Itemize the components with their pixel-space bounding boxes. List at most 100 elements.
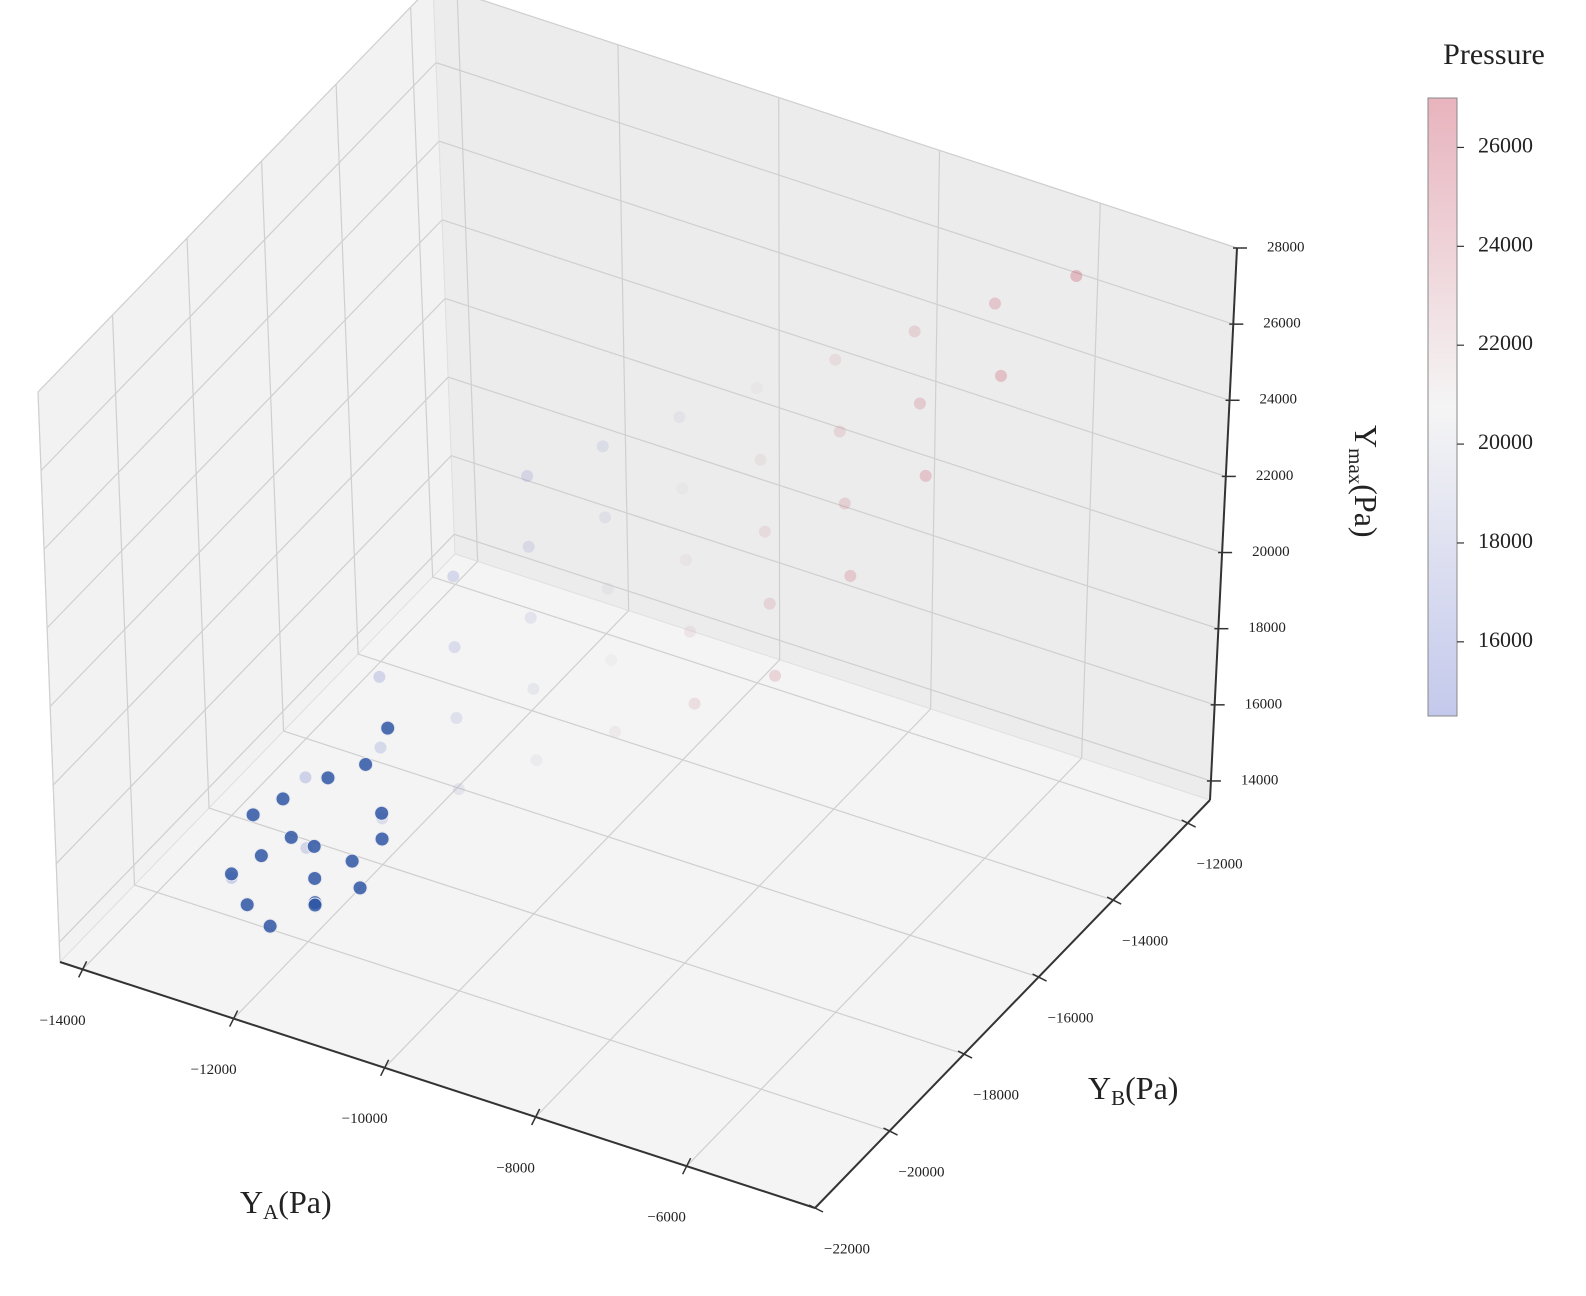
point bbox=[452, 783, 465, 796]
grid-line bbox=[454, 533, 1212, 782]
point bbox=[373, 670, 386, 683]
point bbox=[374, 741, 387, 754]
grid-line bbox=[535, 708, 932, 1118]
grid-line bbox=[438, 140, 1230, 401]
y-tick-label: −22000 bbox=[824, 1241, 870, 1257]
point bbox=[679, 553, 692, 566]
point bbox=[919, 469, 932, 482]
z-tick-label: 18000 bbox=[1248, 620, 1286, 636]
grid-line bbox=[58, 533, 455, 943]
grid-line bbox=[111, 314, 136, 886]
point bbox=[524, 611, 537, 624]
point bbox=[844, 569, 857, 582]
x-tick-label: −6000 bbox=[647, 1210, 685, 1226]
point bbox=[299, 771, 312, 784]
point bbox=[223, 866, 239, 882]
grid-line bbox=[283, 730, 1039, 978]
y-tick-label: −14000 bbox=[1122, 934, 1168, 950]
tick-mark bbox=[883, 1127, 898, 1136]
point bbox=[275, 791, 291, 807]
point bbox=[605, 654, 618, 667]
y-tick-label: −18000 bbox=[973, 1087, 1019, 1103]
point bbox=[688, 697, 701, 710]
grid-line bbox=[384, 659, 781, 1069]
point bbox=[913, 397, 926, 410]
grid-line bbox=[479, 0, 1238, 249]
point bbox=[344, 853, 360, 869]
point bbox=[763, 597, 776, 610]
point bbox=[245, 807, 261, 823]
grid-line bbox=[432, 576, 1188, 824]
z-tick-label: 28000 bbox=[1267, 239, 1305, 255]
point bbox=[530, 754, 543, 767]
colorbar-tick-label: 16000 bbox=[1478, 627, 1533, 652]
point bbox=[599, 511, 612, 524]
colorbar-tick-label: 18000 bbox=[1478, 528, 1533, 553]
grid-line bbox=[410, 7, 434, 578]
point bbox=[358, 756, 374, 772]
tick-mark bbox=[1181, 819, 1196, 828]
point bbox=[754, 453, 767, 466]
point bbox=[374, 805, 390, 821]
grid-line bbox=[55, 455, 452, 865]
point bbox=[676, 482, 689, 495]
point bbox=[596, 440, 609, 453]
grid-line bbox=[447, 376, 1219, 630]
grid-line bbox=[1081, 203, 1101, 759]
point bbox=[1070, 269, 1083, 282]
grid-line bbox=[82, 560, 479, 970]
z-tick-label: 20000 bbox=[1252, 544, 1290, 560]
x-tick-label: −10000 bbox=[342, 1111, 388, 1127]
point bbox=[601, 582, 614, 595]
grid-line bbox=[617, 44, 630, 611]
point bbox=[609, 725, 622, 738]
point bbox=[239, 897, 255, 913]
point bbox=[994, 369, 1007, 382]
grid-line bbox=[441, 219, 1227, 477]
point bbox=[306, 838, 322, 854]
tick-mark bbox=[1032, 973, 1047, 982]
point bbox=[253, 848, 269, 864]
y-tick-label: −20000 bbox=[899, 1164, 945, 1180]
grid-line bbox=[444, 297, 1223, 554]
y-tick-label: −12000 bbox=[1197, 857, 1243, 873]
point bbox=[307, 870, 323, 886]
point bbox=[908, 325, 921, 338]
grid-line bbox=[778, 97, 781, 660]
colorbar-title: Pressure bbox=[1443, 38, 1545, 71]
point bbox=[380, 720, 396, 736]
x-axis-label: YA(Pa) bbox=[240, 1184, 332, 1223]
x-axis-line bbox=[59, 961, 816, 1209]
z-tick-label: 24000 bbox=[1260, 392, 1298, 408]
grid-line bbox=[686, 757, 1083, 1167]
z-tick-label: 26000 bbox=[1263, 316, 1301, 332]
point bbox=[522, 540, 535, 553]
tick-mark bbox=[957, 1050, 973, 1059]
point bbox=[758, 525, 771, 538]
x-tick-label: −12000 bbox=[191, 1062, 237, 1078]
grid-line bbox=[40, 62, 437, 472]
point bbox=[988, 297, 1001, 310]
x-tick-label: −14000 bbox=[40, 1013, 86, 1029]
y-axis-line bbox=[814, 799, 1211, 1209]
point bbox=[833, 425, 846, 438]
grid-line bbox=[37, 391, 61, 963]
point bbox=[307, 897, 323, 913]
y-tick-label: −16000 bbox=[1048, 1010, 1094, 1026]
z-tick-label: 22000 bbox=[1256, 468, 1294, 484]
grid-line bbox=[233, 610, 630, 1019]
grid-line bbox=[930, 150, 941, 709]
grid-line bbox=[46, 219, 443, 629]
point bbox=[283, 829, 299, 845]
grid-line bbox=[43, 140, 440, 550]
point bbox=[320, 770, 336, 786]
points bbox=[223, 269, 1083, 934]
z-tick-label: 16000 bbox=[1245, 696, 1283, 712]
point bbox=[447, 570, 460, 583]
colorbar bbox=[1427, 97, 1458, 717]
grid-line bbox=[37, 0, 419, 393]
z-tick-label: 14000 bbox=[1241, 772, 1279, 788]
grid-line bbox=[357, 653, 1114, 901]
grid-line bbox=[456, 0, 479, 562]
